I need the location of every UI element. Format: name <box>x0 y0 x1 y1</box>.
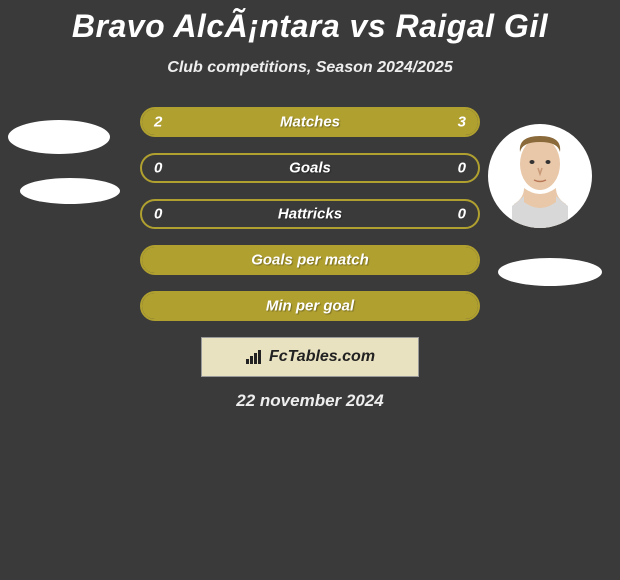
subtitle: Club competitions, Season 2024/2025 <box>0 59 620 77</box>
stat-label: Matches <box>142 114 478 131</box>
player-left-avatar <box>8 120 110 154</box>
stat-bar: 00Hattricks <box>140 199 480 229</box>
stat-label: Hattricks <box>142 206 478 223</box>
stat-bar: Goals per match <box>140 245 480 275</box>
player-left-shadow <box>20 178 120 204</box>
stat-label: Goals <box>142 160 478 177</box>
player-right-shadow <box>498 258 602 286</box>
stat-bar: Min per goal <box>140 291 480 321</box>
stat-label: Goals per match <box>142 252 478 269</box>
stat-bar: 00Goals <box>140 153 480 183</box>
player-right-avatar <box>488 124 592 228</box>
stat-label: Min per goal <box>142 298 478 315</box>
date-text: 22 november 2024 <box>0 391 620 411</box>
stat-bar: 23Matches <box>140 107 480 137</box>
logo-box[interactable]: FcTables.com <box>201 337 419 377</box>
logo-text: FcTables.com <box>245 348 375 366</box>
bars-icon <box>245 349 265 365</box>
stats-container: 23Matches 00Goals 00Hattricks Goals per mat… <box>140 107 480 321</box>
page-title: Bravo AlcÃ¡ntara vs Raigal Gil <box>0 0 620 45</box>
